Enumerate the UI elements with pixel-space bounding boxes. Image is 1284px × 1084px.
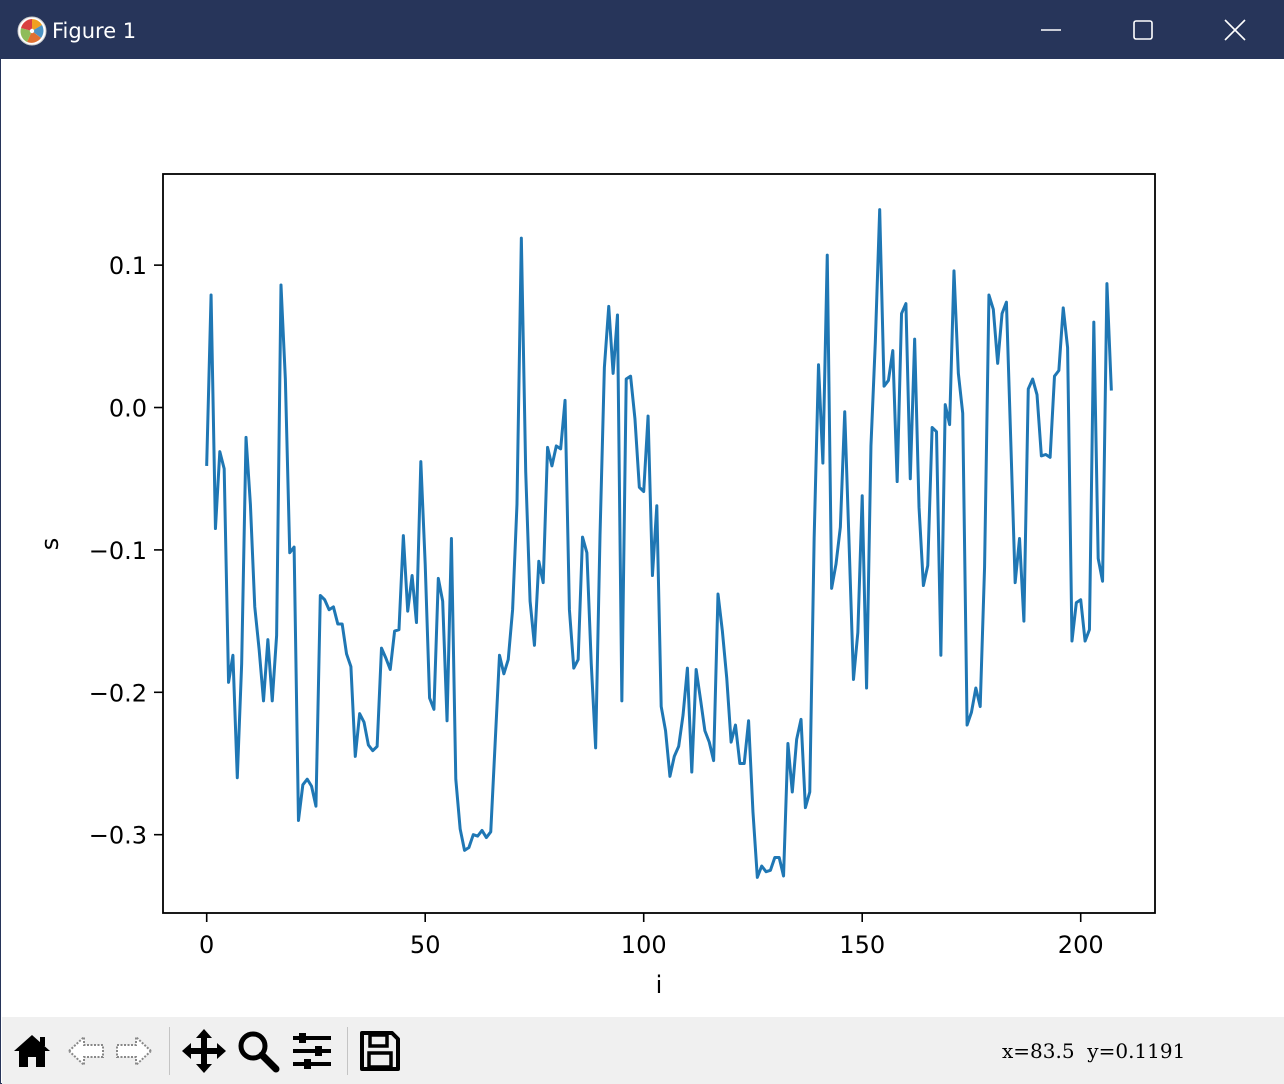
forward-button[interactable] [109,1026,159,1076]
x-tick-label: 200 [1058,931,1104,959]
close-icon [1224,19,1246,41]
home-icon [14,1035,50,1067]
x-tick-label: 50 [410,931,441,959]
subplots-config-button[interactable] [287,1026,337,1076]
series-line [205,208,1113,879]
save-icon [360,1031,400,1071]
minimize-icon [1041,29,1061,31]
toolbar-separator [347,1027,348,1075]
x-axis-ticks: 0 50 100 150 200 [199,913,1104,959]
toolbar-separator [169,1027,170,1075]
zoom-icon [238,1031,280,1073]
x-tick-label: 150 [839,931,885,959]
y-tick-label: 0.1 [109,252,147,280]
back-button[interactable] [61,1026,111,1076]
minimize-button[interactable] [1005,1,1097,59]
x-tick-label: 0 [199,931,214,959]
subplots-config-icon [293,1033,331,1069]
line-chart[interactable]: 0 50 100 150 200 0.1 0.0 −0.1 −0.2 −0.3 i s [2,59,1284,1017]
y-tick-label: −0.3 [89,822,147,850]
axes-frame [162,173,1156,914]
back-arrow-icon [67,1034,104,1068]
y-tick-label: 0.0 [109,395,147,423]
y-tick-label: −0.2 [89,679,147,707]
navigation-toolbar: x=83.5 y=0.1191 [2,1017,1284,1084]
title-bar[interactable]: Figure 1 [1,1,1283,59]
window-title: Figure 1 [52,19,137,43]
x-axis-label: i [656,971,663,999]
save-button[interactable] [355,1026,405,1076]
x-tick-label: 100 [621,931,667,959]
y-axis-label: s [36,538,64,551]
figure-canvas[interactable]: 0 50 100 150 200 0.1 0.0 −0.1 −0.2 −0.3 i s [2,59,1284,1017]
zoom-button[interactable] [233,1026,283,1076]
pan-button[interactable] [179,1026,229,1076]
close-button[interactable] [1189,1,1281,59]
forward-arrow-icon [116,1034,153,1068]
matplotlib-logo-icon [17,16,47,46]
y-axis-ticks: 0.1 0.0 −0.1 −0.2 −0.3 [89,252,163,850]
pan-icon [182,1029,226,1073]
cursor-coordinates: x=83.5 y=0.1191 [1002,1039,1186,1063]
maximize-button[interactable] [1097,1,1189,59]
y-tick-label: −0.1 [89,537,147,565]
maximize-icon [1133,20,1153,40]
home-button[interactable] [7,1026,57,1076]
